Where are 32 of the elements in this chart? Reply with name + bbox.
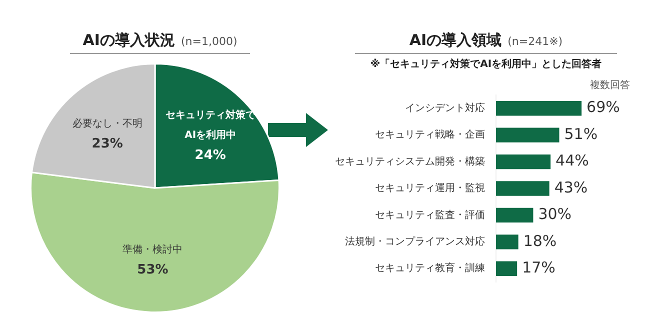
bar — [496, 154, 551, 170]
slice-label: 準備・検討中 — [122, 244, 183, 256]
text: ※「セキュリティ対策でAIを利用中」とした回答者 — [369, 57, 603, 71]
text: 複数回答 — [589, 78, 630, 92]
y-tick-label: インシデント対応 — [405, 102, 485, 114]
bar — [496, 181, 550, 196]
slice-label: 必要なし・不明 — [72, 118, 142, 130]
chart-subtitle: (n=241※) — [508, 35, 563, 48]
data-label: 18% — [523, 232, 557, 250]
bar — [496, 208, 534, 223]
bar — [496, 128, 560, 142]
y-tick-label: セキュリティシステム開発・構築 — [335, 155, 485, 168]
data-label: 24% — [194, 148, 226, 163]
data-label: 43% — [554, 178, 588, 196]
y-tick-label: 法規制・コンプライアンス対応 — [345, 236, 485, 248]
data-label: 23% — [92, 136, 123, 152]
bar — [496, 234, 518, 250]
bar — [496, 261, 518, 276]
data-label: 51% — [564, 124, 598, 143]
y-tick-label: セキュリティ監査・評価 — [375, 208, 485, 221]
data-label: 53% — [137, 262, 168, 278]
data-label: 69% — [586, 98, 620, 116]
y-tick-label: セキュリティ運用・監視 — [375, 182, 485, 194]
chart-title: AIの導入領域 — [409, 31, 502, 49]
y-tick-label: セキュリティ戦略・企画 — [375, 128, 485, 141]
y-tick-label: セキュリティ教育・訓練 — [375, 262, 485, 274]
bar — [496, 101, 582, 116]
data-label: 17% — [522, 258, 556, 277]
chart-subtitle: (n=1,000) — [180, 35, 238, 48]
data-label: 30% — [538, 205, 572, 224]
data-label: 44% — [556, 152, 589, 170]
chart-title: AIの導入状況 — [82, 31, 175, 49]
